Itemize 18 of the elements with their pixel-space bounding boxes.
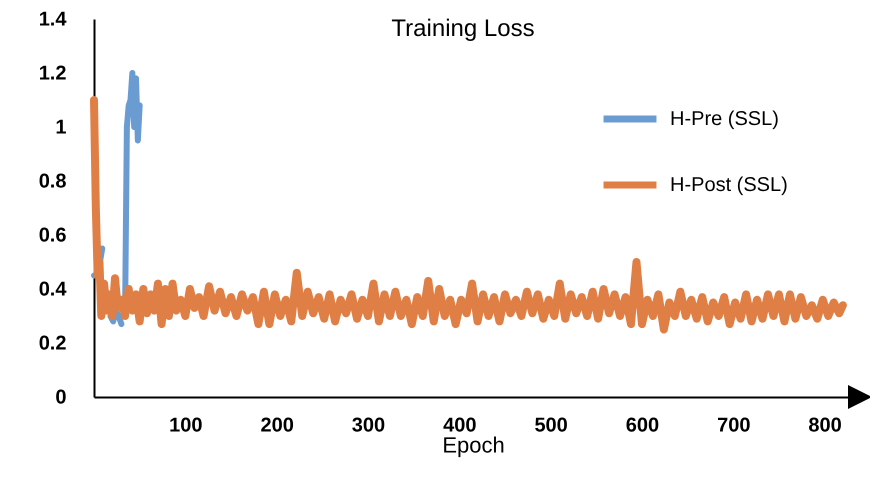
chart-title: Training Loss xyxy=(391,15,535,42)
x-tick-label: 300 xyxy=(352,414,386,436)
y-tick-label: 1 xyxy=(55,116,66,138)
x-tick-label: 800 xyxy=(808,414,842,436)
y-tick-label: 0.6 xyxy=(38,224,66,246)
x-tick-label: 700 xyxy=(717,414,750,436)
legend-label: H-Post (SSL) xyxy=(670,174,788,196)
y-tick-label: 1.2 xyxy=(38,62,66,84)
x-tick-label: 500 xyxy=(534,414,568,436)
y-tick-label: 1.4 xyxy=(38,8,68,30)
legend-label: H-Pre (SSL) xyxy=(670,108,779,130)
y-tick-label: 0 xyxy=(55,386,66,408)
y-tick-label: 0.2 xyxy=(38,332,66,354)
x-tick-label: 100 xyxy=(169,414,203,436)
x-tick-label: 200 xyxy=(260,414,294,436)
y-tick-label: 0.4 xyxy=(38,278,68,300)
x-tick-label: 600 xyxy=(626,414,660,436)
y-tick-label: 0.8 xyxy=(38,170,66,192)
